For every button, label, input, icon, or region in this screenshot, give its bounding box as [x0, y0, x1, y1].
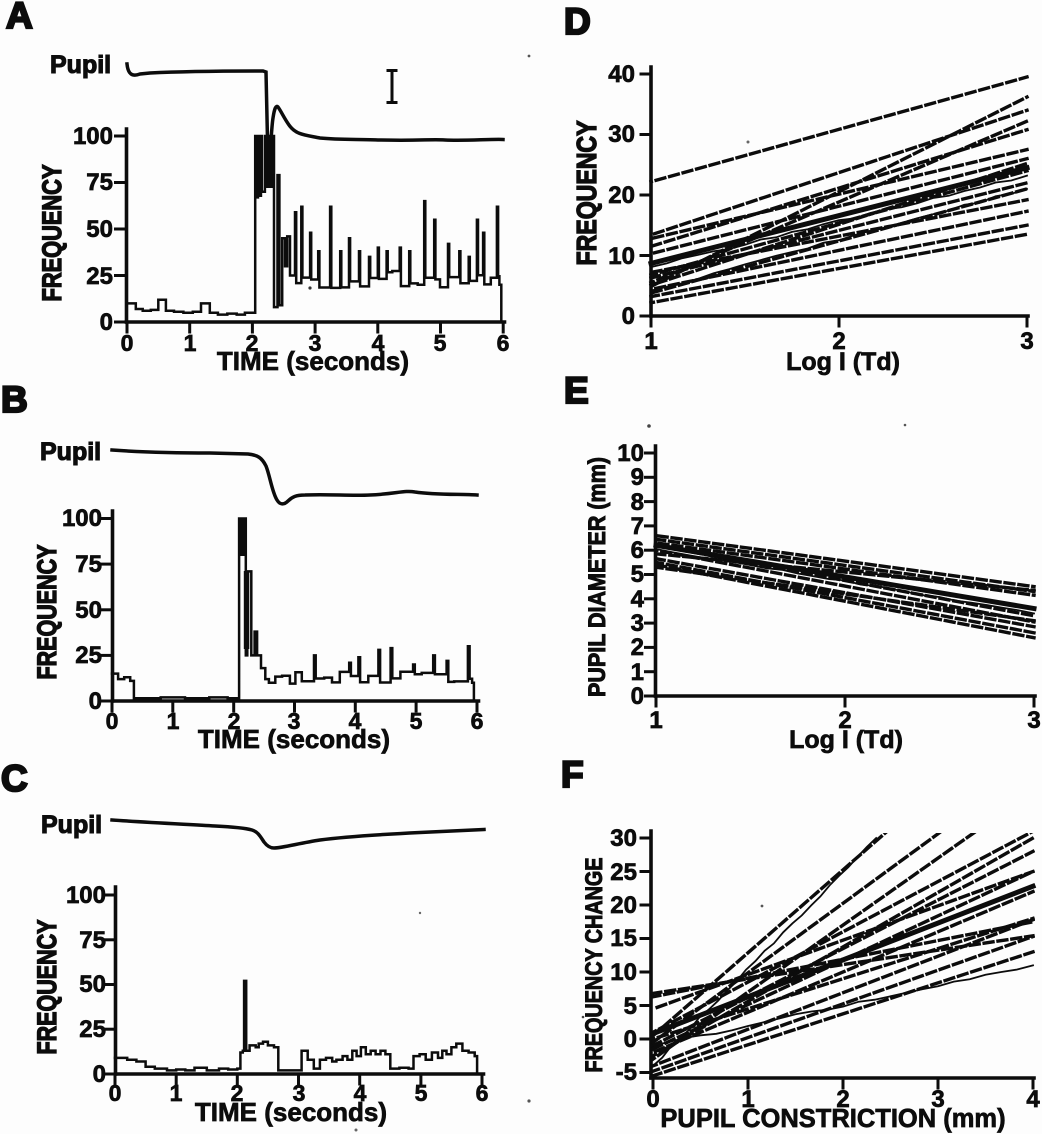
svg-text:C: C	[1, 758, 28, 799]
svg-text:4: 4	[349, 708, 362, 734]
svg-text:4: 4	[372, 330, 385, 356]
svg-text:1: 1	[644, 328, 657, 355]
svg-text:10: 10	[617, 440, 644, 467]
svg-text:9: 9	[631, 464, 644, 491]
svg-text:3: 3	[309, 330, 322, 356]
svg-text:4: 4	[354, 1080, 367, 1106]
svg-text:PUPIL CONSTRICTION (mm): PUPIL CONSTRICTION (mm)	[660, 1105, 1005, 1133]
svg-text:1: 1	[741, 1086, 754, 1113]
svg-text:5: 5	[415, 1080, 428, 1106]
svg-text:3: 3	[631, 610, 644, 637]
svg-text:5: 5	[624, 993, 637, 1020]
svg-text:A: A	[6, 0, 33, 36]
svg-text:1: 1	[184, 330, 197, 356]
svg-text:3: 3	[293, 1080, 306, 1106]
svg-text:0: 0	[106, 708, 119, 734]
svg-text:30: 30	[610, 825, 637, 852]
svg-text:2: 2	[631, 634, 644, 661]
svg-text:TIME (seconds): TIME (seconds)	[195, 1097, 387, 1127]
svg-text:2: 2	[838, 707, 851, 734]
svg-text:100: 100	[62, 505, 102, 532]
svg-text:E: E	[564, 370, 589, 411]
svg-text:1: 1	[631, 659, 644, 686]
svg-text:FREQUENCY: FREQUENCY	[32, 545, 62, 680]
svg-text:3: 3	[931, 1086, 944, 1113]
svg-text:75: 75	[79, 927, 106, 954]
svg-text:2: 2	[836, 1086, 849, 1113]
svg-text:100: 100	[66, 882, 106, 909]
svg-text:50: 50	[79, 971, 106, 998]
svg-text:20: 20	[608, 182, 635, 209]
svg-text:1: 1	[167, 708, 180, 734]
svg-text:3: 3	[288, 708, 301, 734]
svg-text:30: 30	[608, 121, 635, 148]
svg-text:25: 25	[79, 1016, 106, 1043]
svg-text:2: 2	[231, 1080, 244, 1106]
svg-text:6: 6	[471, 708, 484, 734]
svg-text:0: 0	[624, 1026, 637, 1053]
svg-text:10: 10	[608, 243, 635, 270]
svg-text:10: 10	[610, 959, 637, 986]
svg-text:Log I (Td): Log I (Td)	[789, 726, 903, 754]
svg-text:0: 0	[646, 1086, 659, 1113]
svg-text:0: 0	[631, 683, 644, 710]
svg-text:50: 50	[75, 597, 102, 624]
svg-text:Pupil: Pupil	[50, 51, 111, 79]
svg-text:0: 0	[100, 309, 113, 336]
svg-text:100: 100	[73, 123, 113, 150]
svg-text:8: 8	[631, 489, 644, 516]
svg-text:75: 75	[86, 169, 113, 196]
svg-text:25: 25	[86, 263, 113, 290]
svg-text:B: B	[1, 379, 28, 420]
svg-text:3: 3	[1020, 328, 1033, 355]
svg-text:3: 3	[1027, 707, 1040, 734]
svg-text:D: D	[564, 1, 591, 42]
svg-text:FREQUENCY: FREQUENCY	[32, 920, 62, 1055]
svg-text:-5: -5	[616, 1059, 637, 1086]
svg-text:6: 6	[476, 1080, 489, 1106]
svg-text:75: 75	[75, 551, 102, 578]
svg-text:0: 0	[93, 1061, 106, 1088]
svg-text:2: 2	[832, 328, 845, 355]
svg-text:1: 1	[649, 707, 662, 734]
svg-text:4: 4	[1026, 1086, 1040, 1113]
svg-text:5: 5	[434, 330, 447, 356]
svg-text:7: 7	[631, 513, 644, 540]
svg-text:0: 0	[121, 330, 134, 356]
svg-text:6: 6	[631, 537, 644, 564]
svg-text:1: 1	[170, 1080, 183, 1106]
svg-text:6: 6	[497, 330, 510, 356]
svg-text:Pupil: Pupil	[40, 438, 101, 466]
svg-text:25: 25	[610, 859, 637, 886]
svg-text:15: 15	[610, 925, 637, 952]
svg-text:Pupil: Pupil	[41, 811, 102, 839]
svg-text:20: 20	[610, 892, 637, 919]
svg-text:TIME (seconds): TIME (seconds)	[217, 346, 409, 376]
svg-text:0: 0	[109, 1080, 122, 1106]
svg-text:TIME (seconds): TIME (seconds)	[198, 724, 390, 754]
svg-text:FREQUENCY: FREQUENCY	[37, 165, 67, 302]
svg-text:FREQUENCY: FREQUENCY	[571, 120, 602, 265]
svg-text:0: 0	[89, 688, 102, 715]
svg-text:40: 40	[608, 61, 635, 88]
svg-text:50: 50	[86, 216, 113, 243]
svg-text:Log I (Td): Log I (Td)	[786, 348, 900, 376]
svg-text:25: 25	[75, 642, 102, 669]
svg-text:4: 4	[631, 586, 645, 613]
svg-text:FREQUENCY CHANGE: FREQUENCY CHANGE	[581, 858, 608, 1073]
svg-text:2: 2	[246, 330, 259, 356]
svg-text:5: 5	[631, 561, 644, 588]
svg-text:F: F	[561, 754, 584, 795]
svg-text:0: 0	[622, 303, 635, 330]
svg-text:5: 5	[410, 708, 423, 734]
svg-text:2: 2	[228, 708, 241, 734]
svg-text:PUPIL DIAMETER (mm): PUPIL DIAMETER (mm)	[584, 457, 611, 697]
